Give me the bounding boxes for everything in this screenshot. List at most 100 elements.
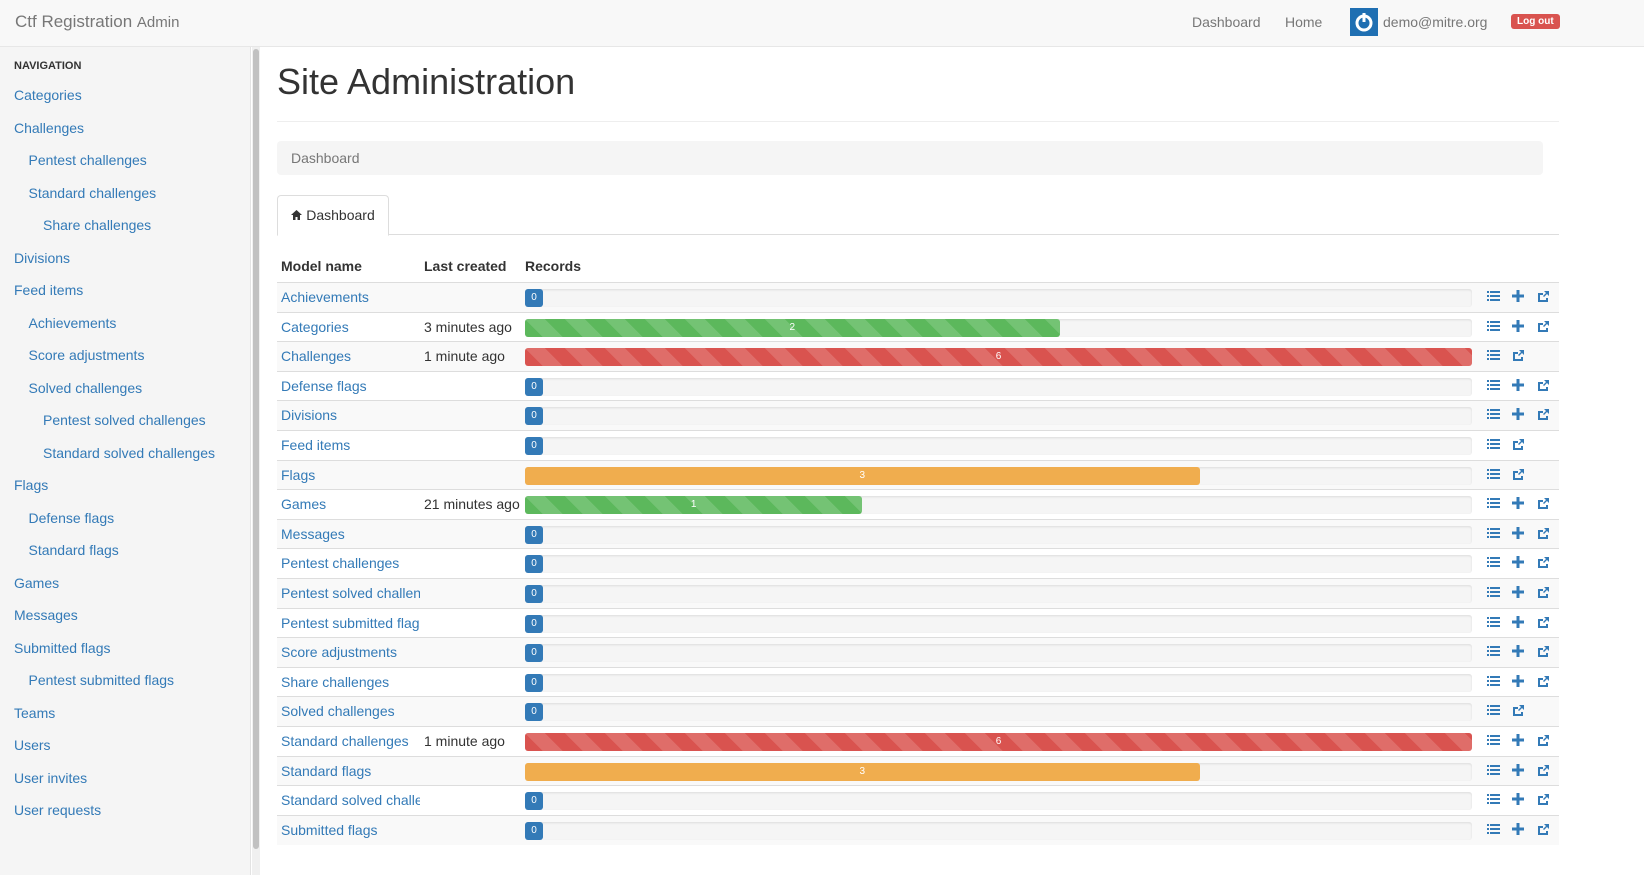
action-share[interactable] <box>1537 408 1550 421</box>
model-link[interactable]: Achievements <box>281 289 369 305</box>
action-list[interactable] <box>1487 497 1500 509</box>
action-add[interactable] <box>1512 674 1525 687</box>
model-link[interactable]: Standard flags <box>281 762 372 779</box>
action-share[interactable] <box>1537 734 1550 746</box>
model-link[interactable]: Pentest solved challenges <box>281 585 420 601</box>
action-add[interactable] <box>1512 319 1525 332</box>
action-list[interactable] <box>1487 704 1500 716</box>
action-add[interactable] <box>1512 556 1525 569</box>
action-share[interactable] <box>1537 497 1550 510</box>
action-add[interactable] <box>1512 378 1525 391</box>
sidebar-link[interactable]: Messages <box>14 607 78 623</box>
action-list[interactable] <box>1487 408 1500 420</box>
model-link[interactable]: Pentest challenges <box>281 555 400 572</box>
model-link[interactable]: Categories <box>281 318 349 335</box>
action-list[interactable] <box>1487 616 1500 628</box>
sidebar-link[interactable]: Submitted flags <box>14 639 111 656</box>
model-link[interactable]: Divisions <box>281 407 338 424</box>
model-link[interactable]: Score adjustments <box>281 644 397 661</box>
action-share[interactable] <box>1537 675 1550 687</box>
action-list[interactable] <box>1487 764 1500 776</box>
action-share[interactable] <box>1537 616 1550 628</box>
action-add[interactable] <box>1512 408 1525 421</box>
action-add[interactable] <box>1512 763 1525 776</box>
sidebar-link[interactable]: Standard flags <box>28 542 119 558</box>
action-share[interactable] <box>1537 764 1550 776</box>
sidebar-link[interactable]: Standard challenges <box>28 184 157 201</box>
model-link[interactable]: Submitted flags <box>281 821 378 838</box>
action-add[interactable] <box>1512 615 1525 628</box>
sidebar-link[interactable]: Categories <box>14 87 82 103</box>
sidebar-link[interactable]: Score adjustments <box>28 347 145 363</box>
brand[interactable]: Ctf Registration Admin <box>15 12 179 32</box>
action-share[interactable] <box>1512 468 1525 480</box>
sidebar-link[interactable]: Feed items <box>14 282 84 298</box>
sidebar-link[interactable]: Games <box>14 574 60 591</box>
action-list[interactable] <box>1487 527 1500 539</box>
model-link[interactable]: Pentest submitted flags <box>281 614 420 631</box>
action-add[interactable] <box>1512 497 1525 510</box>
sidebar-link[interactable]: Pentest submitted flags <box>28 672 175 688</box>
action-list[interactable] <box>1487 823 1500 835</box>
model-link[interactable]: Flags <box>281 466 316 483</box>
action-list[interactable] <box>1487 320 1500 332</box>
action-share[interactable] <box>1537 290 1550 302</box>
action-share[interactable] <box>1512 349 1525 362</box>
sidebar-link[interactable]: Divisions <box>14 249 71 266</box>
action-add[interactable] <box>1512 822 1525 835</box>
action-list[interactable] <box>1487 675 1500 687</box>
model-link[interactable]: Feed items <box>281 437 351 453</box>
sidebar-link[interactable]: Users <box>14 737 51 753</box>
model-link[interactable]: Messages <box>281 525 345 542</box>
action-list[interactable] <box>1487 290 1500 302</box>
logout-button[interactable]: Log out <box>1511 14 1560 29</box>
action-list[interactable] <box>1487 468 1500 480</box>
action-share[interactable] <box>1537 379 1550 391</box>
sidebar-link[interactable]: Teams <box>14 704 56 721</box>
sidebar-link[interactable]: Pentest solved challenges <box>43 412 206 428</box>
action-list[interactable] <box>1487 556 1500 568</box>
user-link[interactable]: demo@mitre.org <box>1383 14 1488 30</box>
model-link[interactable]: Share challenges <box>281 673 390 690</box>
action-add[interactable] <box>1512 290 1525 302</box>
sidebar-link[interactable]: Achievements <box>28 314 117 331</box>
nav-link[interactable]: Home <box>1285 14 1323 30</box>
action-share[interactable] <box>1537 556 1550 569</box>
action-add[interactable] <box>1512 645 1525 658</box>
action-add[interactable] <box>1512 793 1525 806</box>
model-link[interactable]: Standard challenges <box>281 733 409 749</box>
model-link[interactable]: Defense flags <box>281 377 367 394</box>
action-add[interactable] <box>1512 586 1525 598</box>
sidebar-link[interactable]: Share challenges <box>43 217 152 233</box>
sidebar-link[interactable]: Solved challenges <box>28 379 143 396</box>
action-share[interactable] <box>1537 793 1550 806</box>
action-add[interactable] <box>1512 526 1525 539</box>
action-list[interactable] <box>1487 586 1500 598</box>
sidebar-link[interactable]: User requests <box>14 802 102 818</box>
model-link[interactable]: Games <box>281 496 327 513</box>
action-list[interactable] <box>1487 645 1500 657</box>
action-list[interactable] <box>1487 793 1500 805</box>
action-share[interactable] <box>1537 823 1550 835</box>
action-list[interactable] <box>1487 734 1500 746</box>
sidebar-link[interactable]: Pentest challenges <box>28 152 147 168</box>
sidebar-link[interactable]: Defense flags <box>28 509 115 526</box>
action-share[interactable] <box>1512 704 1525 717</box>
sidebar-link[interactable]: Challenges <box>14 119 85 136</box>
action-share[interactable] <box>1537 527 1550 539</box>
action-share[interactable] <box>1537 645 1550 658</box>
sidebar-link[interactable]: Flags <box>14 477 49 493</box>
action-share[interactable] <box>1537 320 1550 332</box>
action-share[interactable] <box>1512 438 1525 450</box>
nav-link[interactable]: Dashboard <box>1192 14 1261 30</box>
action-add[interactable] <box>1512 734 1525 746</box>
action-share[interactable] <box>1537 586 1550 598</box>
tab[interactable]: Dashboard <box>277 195 389 236</box>
action-list[interactable] <box>1487 438 1500 450</box>
sidebar-link[interactable]: Standard solved challenges <box>43 444 216 461</box>
sidebar-link[interactable]: User invites <box>14 769 88 786</box>
model-link[interactable]: Standard solved challenges <box>281 792 420 809</box>
action-list[interactable] <box>1487 349 1500 361</box>
action-list[interactable] <box>1487 379 1500 391</box>
model-link[interactable]: Challenges <box>281 348 352 365</box>
